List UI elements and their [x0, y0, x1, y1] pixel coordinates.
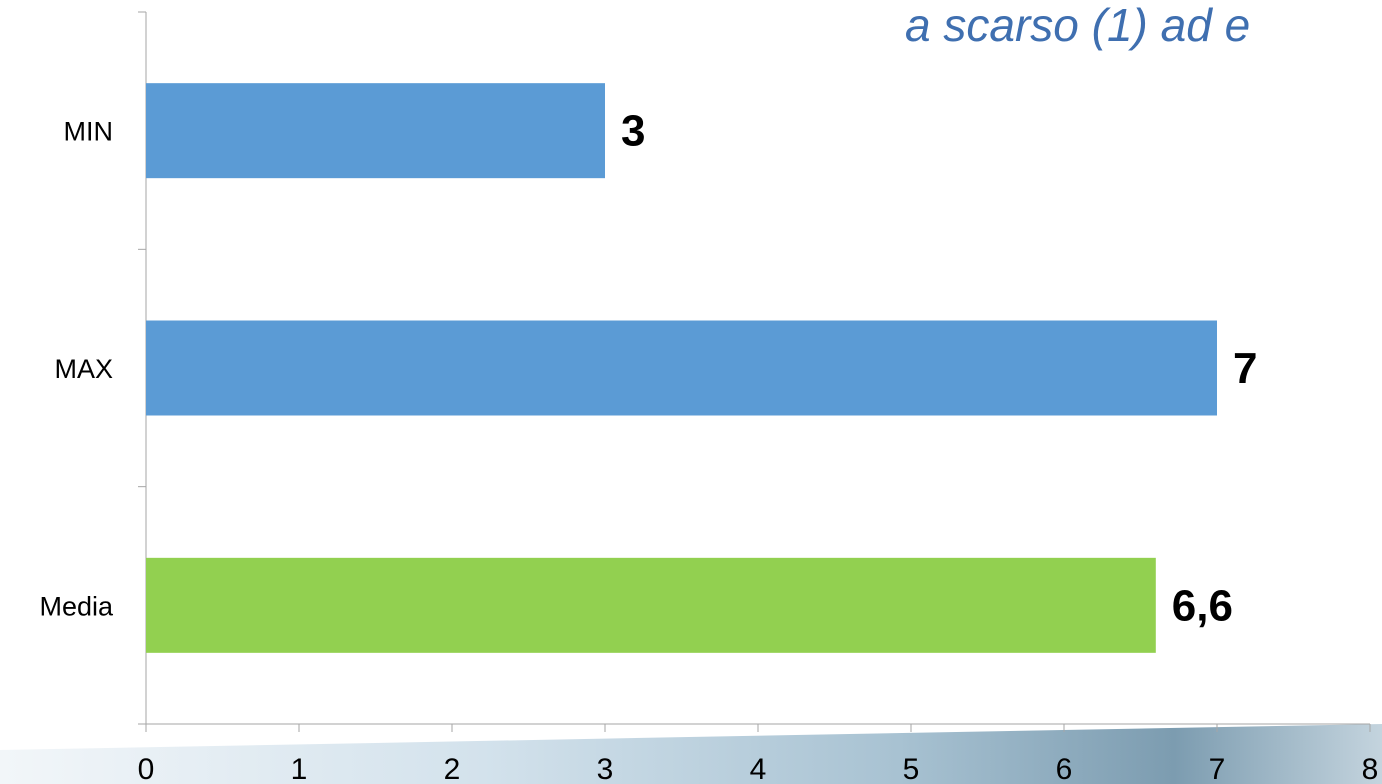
x-tick-label: 2	[444, 753, 461, 784]
decorative-bottom-band	[0, 724, 1382, 784]
category-label: Media	[39, 591, 114, 621]
bar-media	[146, 557, 1156, 653]
data-label: 3	[621, 107, 645, 156]
x-tick-label: 0	[138, 753, 155, 784]
category-label: MAX	[54, 354, 113, 384]
data-label: 7	[1233, 344, 1257, 393]
bars	[146, 83, 1217, 653]
category-label: MIN	[64, 117, 114, 147]
x-tick-label: 4	[750, 753, 767, 784]
x-tick-label: 5	[903, 753, 920, 784]
x-tick-label: 6	[1056, 753, 1073, 784]
data-label: 6,6	[1172, 581, 1233, 630]
x-tick-label: 7	[1209, 753, 1226, 784]
x-tick-label: 3	[597, 753, 614, 784]
bar-max	[146, 320, 1217, 416]
bar-min	[146, 83, 605, 179]
x-tick-label: 1	[291, 753, 308, 784]
x-tick-label: 8	[1362, 753, 1379, 784]
labels: 0 1 2 3 4 5 6 7 8 MIN 3 MAX 7 Media 6,6	[39, 107, 1378, 784]
chart-subtitle: a scarso (1) ad e	[905, 0, 1251, 51]
